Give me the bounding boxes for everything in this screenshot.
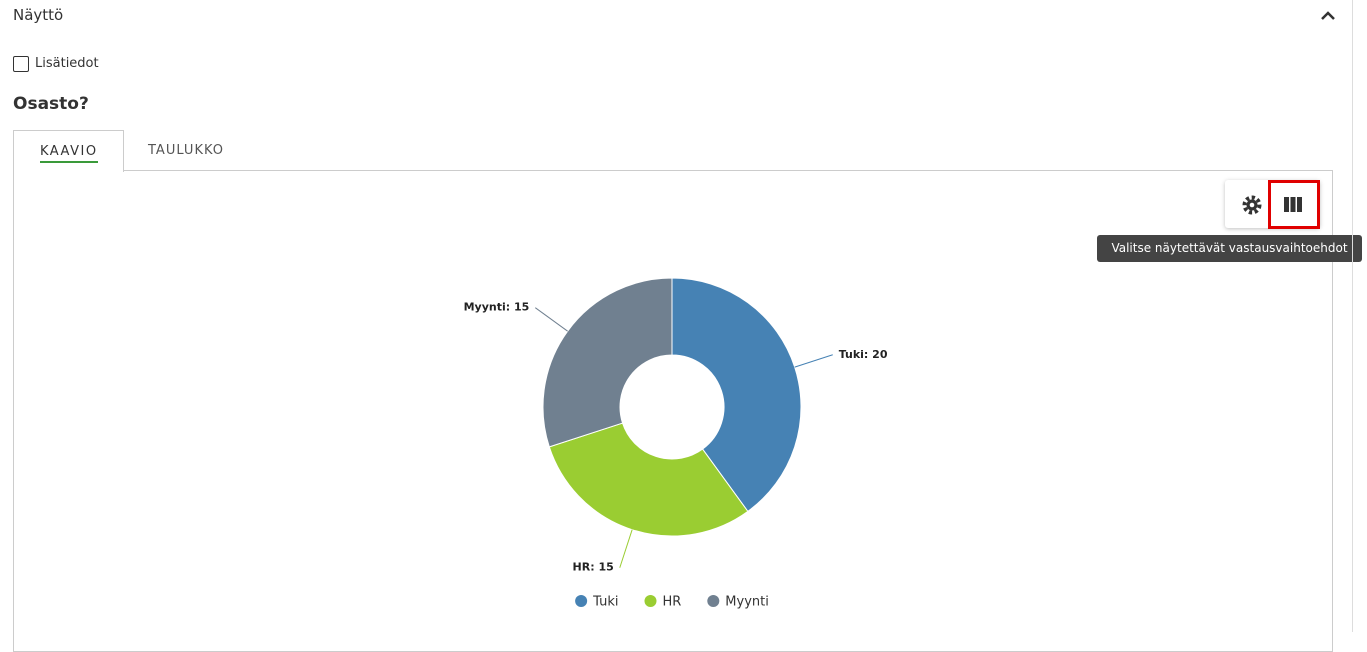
tab-active[interactable]: KAAVIO xyxy=(13,130,124,172)
legend-marker xyxy=(707,595,720,607)
legend-marker xyxy=(575,595,588,607)
slice xyxy=(548,422,749,537)
legend-marker xyxy=(644,595,657,607)
toolbar xyxy=(1225,180,1320,229)
settings-button[interactable] xyxy=(1241,194,1263,216)
slice xyxy=(671,277,802,513)
checkbox[interactable] xyxy=(13,56,29,72)
section-title: Näyttö xyxy=(13,6,64,24)
legend-label: HR xyxy=(662,595,681,610)
tab-label[interactable]: KAAVIO xyxy=(40,144,98,163)
page: Näyttö Lisätiedot Osasto? KAAVIO TAULUKK… xyxy=(13,0,1362,652)
tooltip: Valitse näytettävät vastausvaihtoehdot xyxy=(1097,235,1362,262)
data-label: Myynti: 15 xyxy=(464,301,530,314)
collapse-button[interactable] xyxy=(1318,8,1338,24)
leader-line xyxy=(619,529,633,568)
scrollbar-track xyxy=(1352,0,1353,632)
tab-label[interactable]: TAULUKKO xyxy=(148,143,225,158)
legend-label: Tuki xyxy=(592,595,618,610)
legend-label: Myynti xyxy=(725,595,769,610)
leader-line xyxy=(534,307,568,332)
data-label: Tuki: 20 xyxy=(839,348,888,361)
checkbox-label[interactable]: Lisätiedot xyxy=(35,56,99,71)
columns-icon xyxy=(1284,197,1302,212)
slice xyxy=(542,277,673,448)
chart: Tuki: 20 HR: 15 Myynti: 15 Tuki HR Myynti xyxy=(464,277,888,610)
columns-button[interactable] xyxy=(1268,180,1320,229)
data-label: HR: 15 xyxy=(573,561,614,574)
question-title: Osasto? xyxy=(13,94,89,114)
leader-line xyxy=(794,354,833,368)
